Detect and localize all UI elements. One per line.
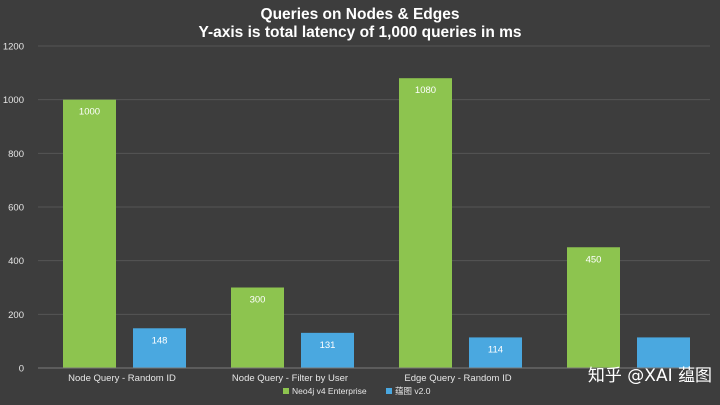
data-label: 131 [320,340,336,351]
chart-subtitle: Y-axis is total latency of 1,000 queries… [198,24,521,41]
chart-title: Queries on Nodes & Edges [261,6,460,23]
bar-yuntu-1 [301,332,354,368]
bar-neo4j-0 [63,99,116,369]
data-label: 148 [152,335,168,346]
y-tick-label: 1200 [3,42,24,53]
bar-neo4j-2 [399,78,452,368]
y-axis-ticks: 0 200 400 600 800 1000 1200 [3,42,24,375]
data-label: 1080 [415,85,436,96]
data-label: 450 [586,254,602,265]
bar-yuntu-3 [637,337,690,368]
y-tick-label: 200 [8,310,24,321]
y-tick-label: 800 [8,149,24,160]
data-labels: 1000 148 300 131 1080 114 450 [79,85,602,355]
data-label: 300 [250,295,266,306]
legend-label: 蕴图 v2.0 [395,386,431,396]
bar-neo4j-3 [567,247,620,368]
data-label: 114 [488,344,503,355]
bar-neo4j-1 [231,287,284,368]
data-label: 1000 [79,107,100,118]
y-tick-label: 0 [19,364,24,375]
y-tick-label: 600 [8,203,24,214]
legend-swatch [386,388,392,394]
legend-label: Neo4j v4 Enterprise [292,386,367,396]
y-tick-label: 400 [8,256,24,267]
y-tick-label: 1000 [3,95,24,106]
bar-yuntu-2 [469,337,522,368]
x-axis-categories: Node Query - Random ID Node Query - Filte… [68,373,512,384]
x-category-label: Edge Query - Random ID [404,373,511,384]
legend: Neo4j v4 Enterprise 蕴图 v2.0 [283,386,431,396]
legend-swatch [283,388,289,394]
bar-yuntu-0 [133,328,186,368]
watermark: 知乎 @XAI 蕴图 [588,366,712,386]
bars [63,78,690,369]
x-category-label: Node Query - Random ID [68,373,176,384]
x-category-label: Node Query - Filter by User [232,373,348,384]
